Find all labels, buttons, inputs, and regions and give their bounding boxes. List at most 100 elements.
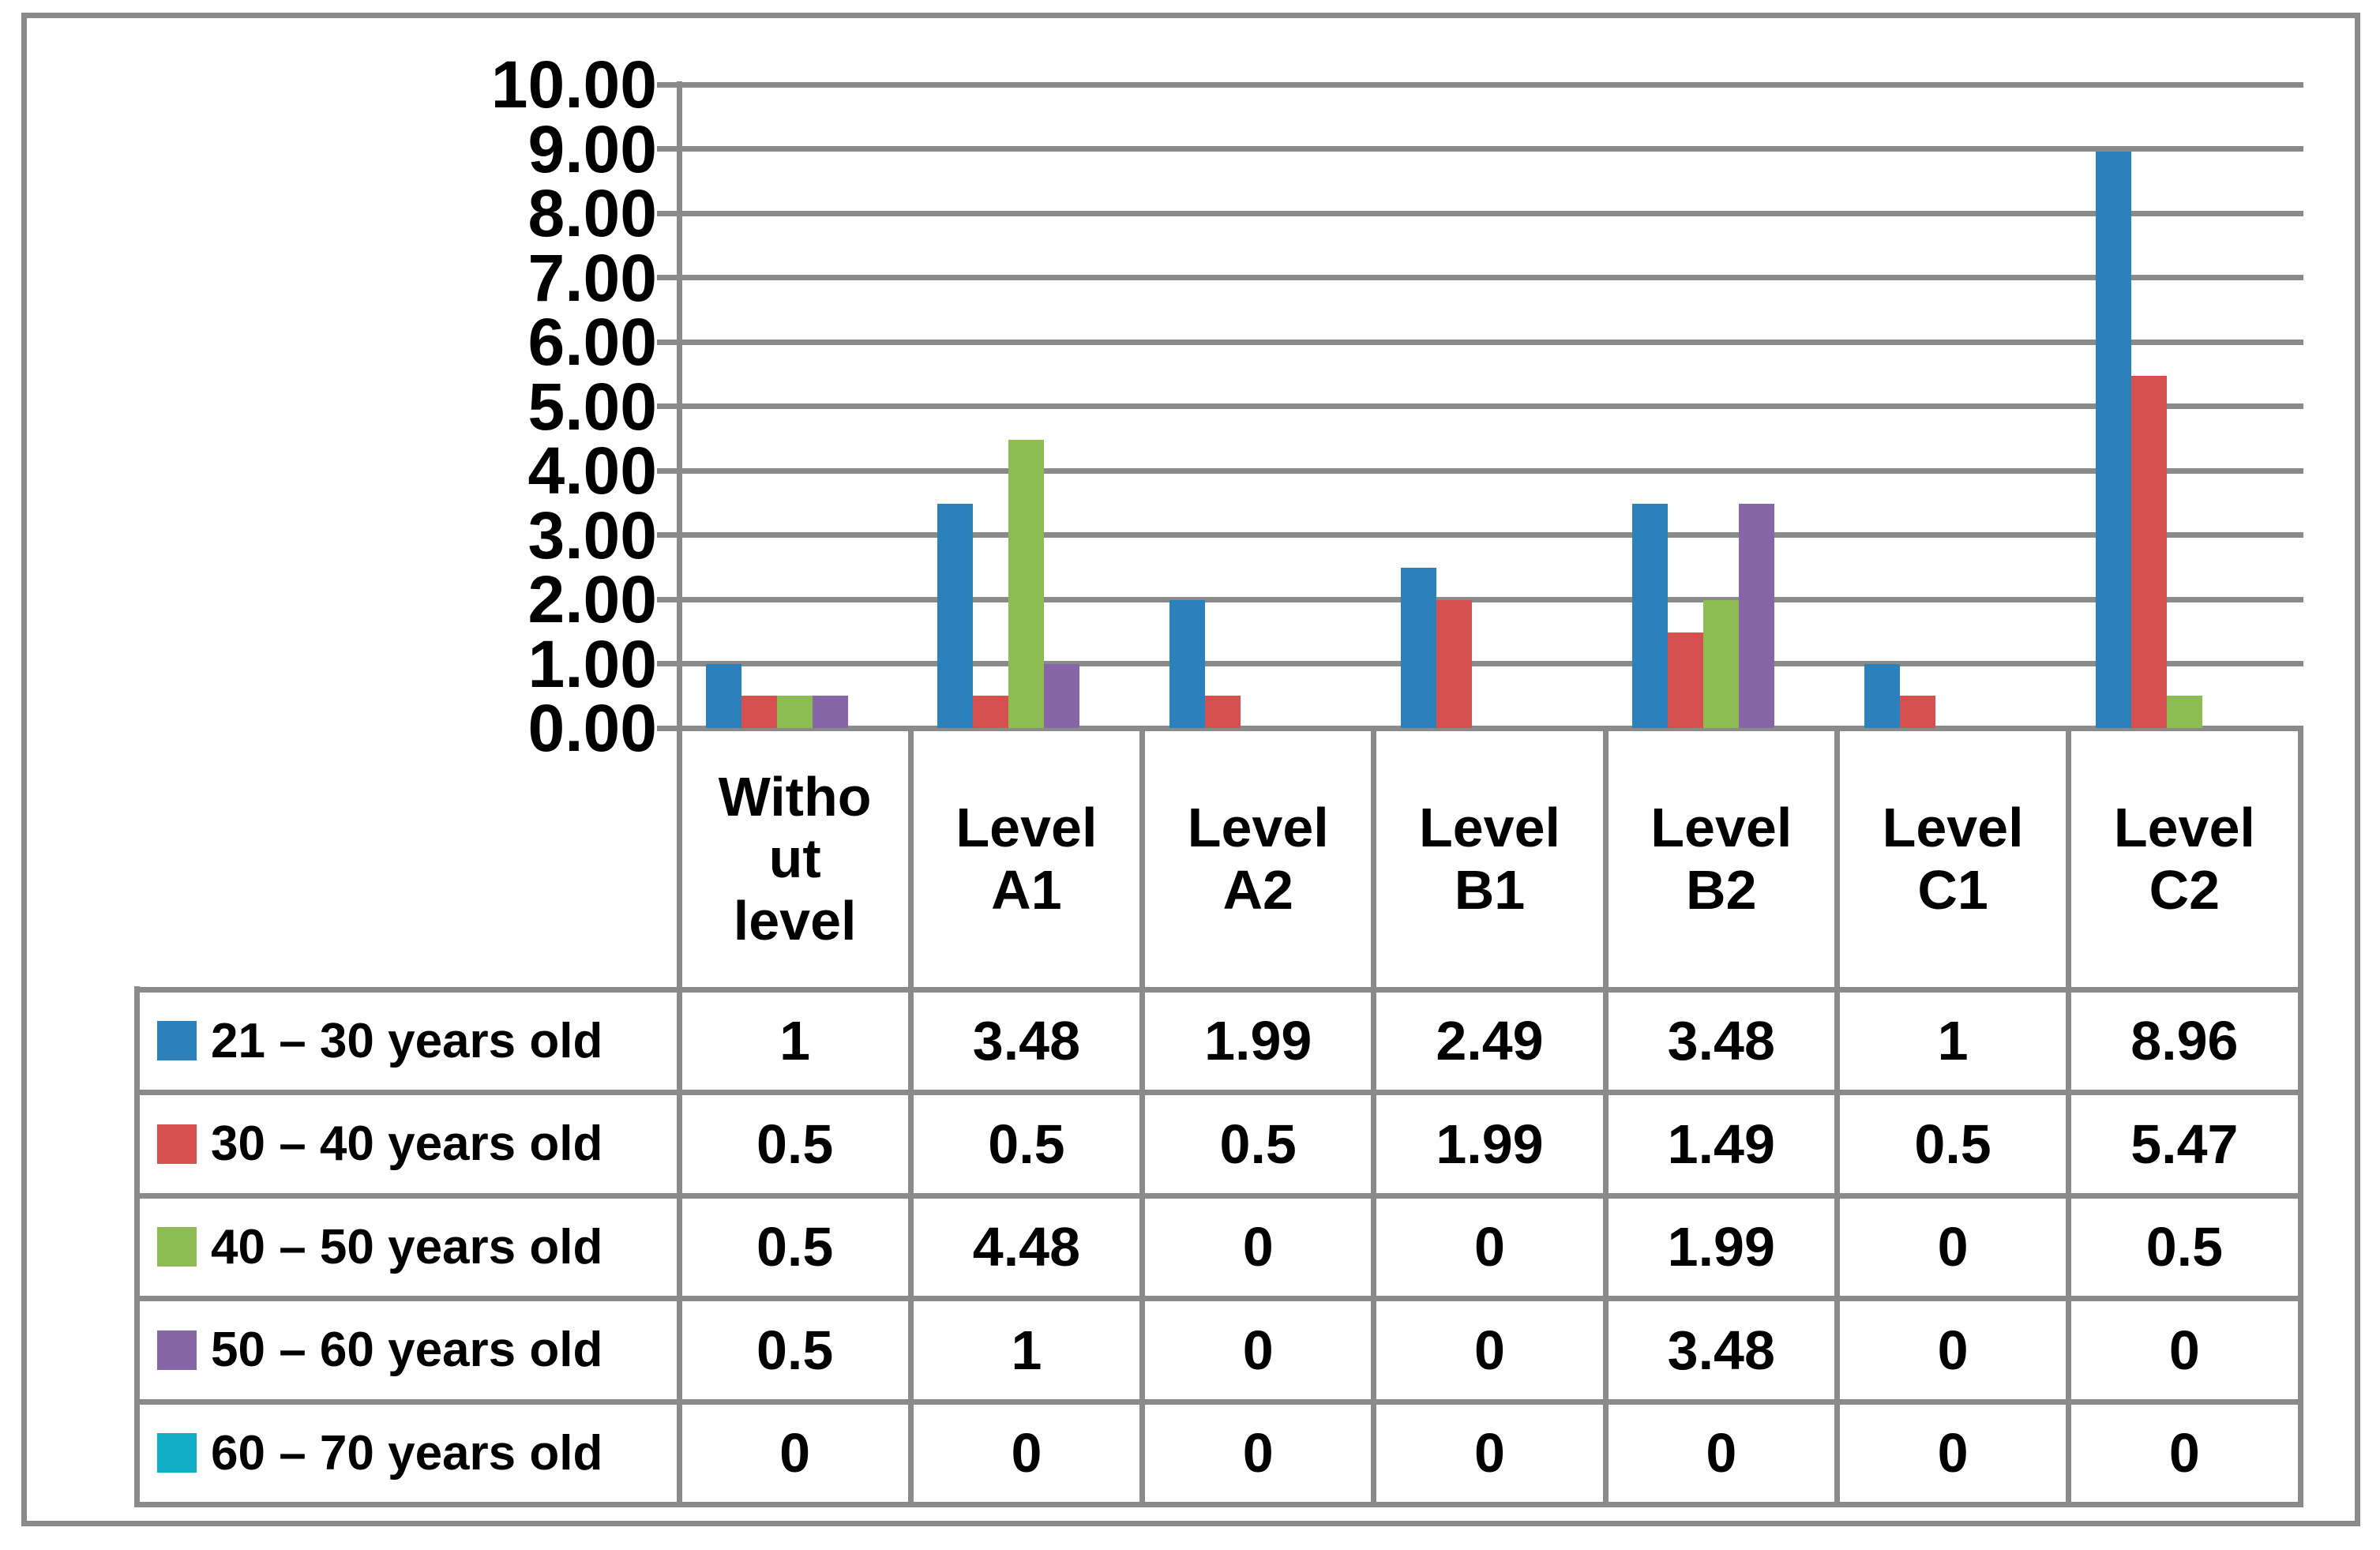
chart-bar-21-Level-C2 bbox=[2095, 151, 2131, 728]
y-axis-tick bbox=[657, 467, 678, 474]
table-value-cell: 1.99 bbox=[1667, 1216, 1775, 1278]
chart-bar-30-Level-B1 bbox=[1436, 599, 1472, 728]
legend-color-swatch bbox=[157, 1433, 197, 1473]
table-value-cell: 0 bbox=[1474, 1216, 1505, 1278]
table-value-cell: 0 bbox=[1011, 1422, 1042, 1484]
outer-border bbox=[21, 13, 2360, 1526]
chart-bar-21-Level-B2 bbox=[1632, 504, 1669, 728]
y-axis-tick bbox=[657, 275, 678, 280]
table-value-cell: 8.96 bbox=[2130, 1010, 2239, 1072]
y-axis-tick bbox=[657, 146, 678, 152]
table-value-cell: 0 bbox=[2168, 1319, 2200, 1381]
y-axis-tick bbox=[657, 661, 678, 666]
table-value-cell: 0.5 bbox=[988, 1113, 1065, 1175]
table-value-cell: 0 bbox=[1937, 1422, 1969, 1484]
y-axis-label: 2.00 bbox=[527, 562, 658, 636]
gridline bbox=[676, 532, 2303, 538]
table-value-cell: 0.5 bbox=[1219, 1113, 1297, 1175]
legend-label: 30 – 40 years old bbox=[211, 1117, 603, 1172]
table-value-cell: 1 bbox=[1937, 1010, 1969, 1072]
table-value-cell: 3.48 bbox=[1667, 1010, 1775, 1072]
y-axis-label: 7.00 bbox=[527, 240, 658, 315]
table-value-cell: 1 bbox=[1011, 1319, 1042, 1381]
category-header-cell: Level A2 bbox=[1187, 797, 1329, 921]
gridline bbox=[676, 339, 2303, 345]
y-axis-tick bbox=[657, 339, 678, 345]
table-value-cell: 0 bbox=[1474, 1422, 1505, 1484]
table-value-cell: 4.48 bbox=[972, 1216, 1081, 1278]
table-border bbox=[133, 1502, 2303, 1507]
legend-color-swatch bbox=[157, 1021, 197, 1061]
table-border bbox=[133, 1296, 2303, 1301]
table-border bbox=[133, 986, 140, 1506]
y-axis-label: 6.00 bbox=[527, 305, 658, 379]
table-border bbox=[133, 986, 2303, 993]
y-axis-label: 5.00 bbox=[527, 369, 658, 444]
table-value-cell: 1.49 bbox=[1667, 1113, 1775, 1175]
chart-bar-21-Level-B1 bbox=[1401, 568, 1436, 728]
category-header-cell: Level B1 bbox=[1418, 797, 1560, 921]
table-value-cell: 5.47 bbox=[2130, 1113, 2239, 1175]
plot-area bbox=[679, 84, 2300, 728]
y-axis-label: 1.00 bbox=[527, 626, 658, 701]
gridline bbox=[676, 81, 2303, 88]
x-axis-line bbox=[676, 725, 2303, 731]
table-value-cell: 0.5 bbox=[756, 1113, 834, 1175]
chart-bar-30-Level-A2 bbox=[1204, 696, 1241, 728]
legend-color-swatch bbox=[157, 1330, 197, 1370]
table-value-cell: 0.5 bbox=[1914, 1113, 1991, 1175]
table-value-cell: 0 bbox=[1474, 1319, 1505, 1381]
category-header-cell: Level A1 bbox=[955, 797, 1098, 921]
table-value-cell: 0 bbox=[2168, 1422, 2200, 1484]
chart-bar-40-Level-A1 bbox=[1008, 439, 1045, 728]
legend-row-label: 30 – 40 years old bbox=[137, 1093, 679, 1196]
table-value-cell: 1.99 bbox=[1436, 1113, 1544, 1175]
gridline bbox=[676, 467, 2303, 474]
chart-bar-30-Level-B2 bbox=[1668, 632, 1704, 728]
table-border bbox=[1139, 728, 1146, 1506]
table-border bbox=[133, 1090, 2303, 1095]
table-value-cell: 0 bbox=[1242, 1422, 1274, 1484]
table-border bbox=[1371, 728, 1377, 1506]
chart-bar-30-Level-C1 bbox=[1899, 696, 1935, 728]
chart-bar-30-Without-level bbox=[741, 696, 778, 728]
category-header-cell: Level C2 bbox=[2113, 797, 2255, 921]
legend-color-swatch bbox=[157, 1227, 197, 1267]
y-axis-tick bbox=[657, 81, 678, 88]
table-border bbox=[1602, 728, 1609, 1506]
y-axis-tick bbox=[657, 210, 678, 216]
gridline bbox=[676, 403, 2303, 409]
table-border bbox=[2066, 728, 2072, 1506]
chart-bar-40-Without-level bbox=[777, 696, 813, 728]
chart-bar-21-Without-level bbox=[706, 663, 742, 728]
table-value-cell: 0 bbox=[1706, 1422, 1737, 1484]
y-axis-label: 4.00 bbox=[527, 433, 658, 508]
y-axis-tick bbox=[657, 725, 678, 731]
chart-bar-40-Level-C2 bbox=[2166, 696, 2202, 728]
y-axis-tick bbox=[657, 532, 678, 538]
gridline bbox=[676, 210, 2303, 216]
chart-bar-30-Level-A1 bbox=[973, 696, 1009, 728]
table-border bbox=[133, 1192, 2303, 1199]
legend-row-label: 50 – 60 years old bbox=[137, 1299, 679, 1402]
table-value-cell: 1 bbox=[779, 1010, 811, 1072]
chart-bar-50-Level-B2 bbox=[1739, 504, 1775, 728]
y-axis-line bbox=[676, 81, 682, 1506]
legend-label: 40 – 50 years old bbox=[211, 1219, 603, 1274]
gridline bbox=[676, 596, 2303, 602]
table-value-cell: 0 bbox=[779, 1422, 811, 1484]
category-header-cell: Level B2 bbox=[1650, 797, 1793, 921]
table-value-cell: 1.99 bbox=[1204, 1010, 1312, 1072]
chart-bar-21-Level-C1 bbox=[1864, 663, 1900, 728]
table-value-cell: 0 bbox=[1242, 1319, 1274, 1381]
y-axis-label: 10.00 bbox=[490, 47, 657, 122]
legend-row-label: 60 – 70 years old bbox=[137, 1402, 679, 1505]
y-axis-label: 8.00 bbox=[527, 176, 658, 250]
legend-color-swatch bbox=[157, 1124, 197, 1164]
table-border bbox=[1834, 728, 1840, 1506]
y-axis-tick bbox=[657, 596, 678, 602]
chart-bar-50-Level-A1 bbox=[1044, 663, 1080, 728]
category-header-cell: Witho ut level bbox=[718, 765, 872, 951]
y-axis-label: 9.00 bbox=[527, 111, 658, 186]
